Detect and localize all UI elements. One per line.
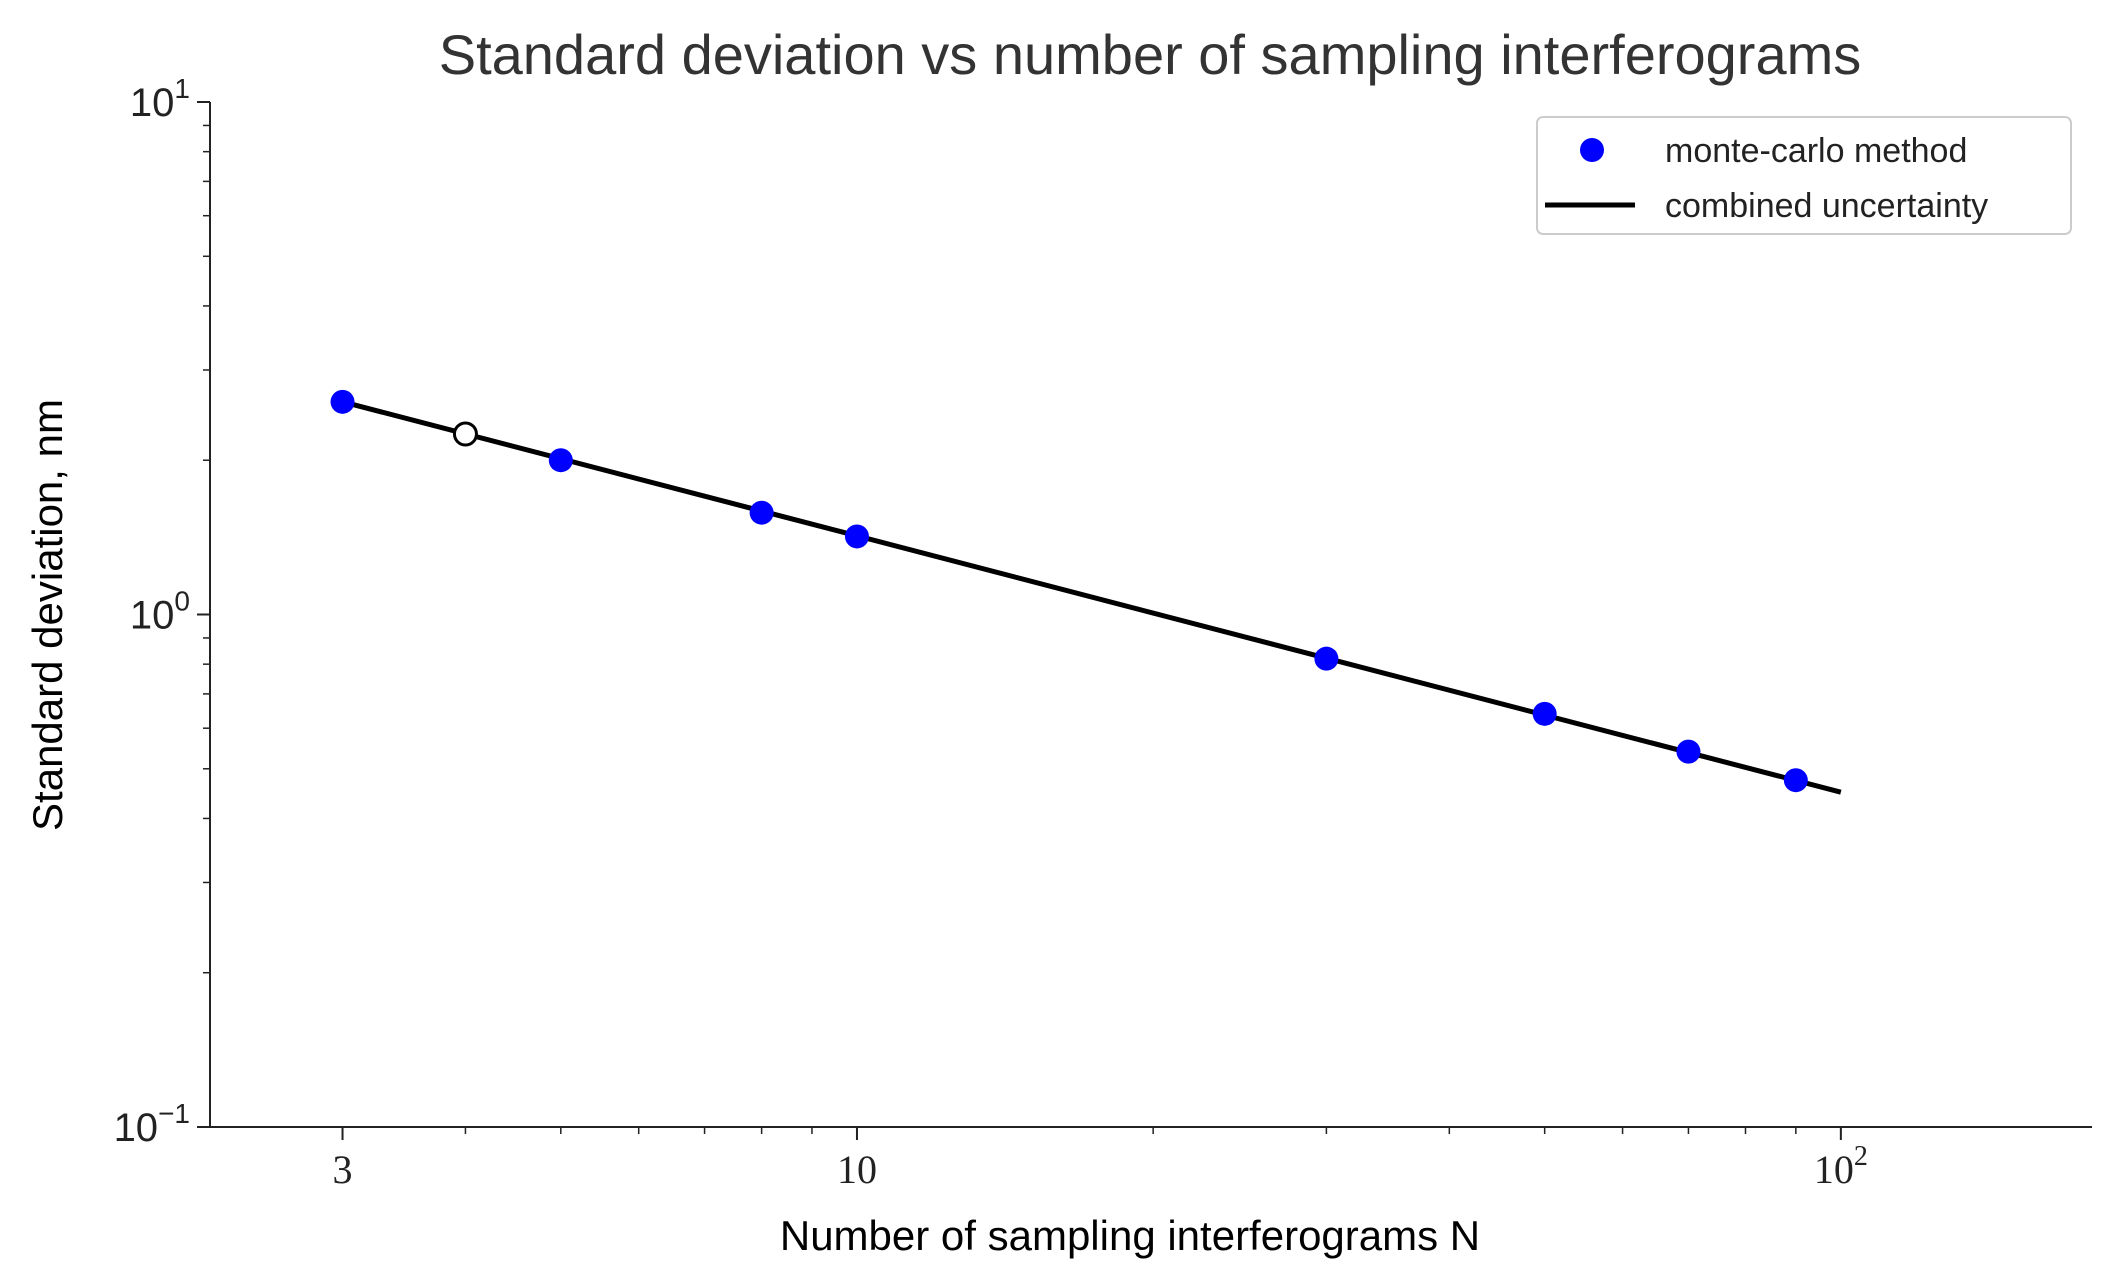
monte-carlo-point xyxy=(548,448,573,473)
combined-uncertainty-line xyxy=(341,399,1842,795)
legend-label-combined: combined uncertainty xyxy=(1665,187,1988,225)
monte-carlo-point xyxy=(330,389,355,414)
legend: monte-carlo method combined uncertainty xyxy=(1536,116,2072,235)
y-axis-label: Standard deviation, nm xyxy=(24,399,71,831)
legend-box xyxy=(1536,116,2072,235)
y-tick-label: 101 xyxy=(130,73,190,125)
y-tick-label: 10−1 xyxy=(114,1098,190,1150)
monte-carlo-point xyxy=(844,524,869,549)
monte-carlo-point xyxy=(1676,739,1701,764)
x-tick-label: 10 xyxy=(837,1147,877,1192)
monte-carlo-point xyxy=(1532,701,1557,726)
ticks: 10−1 100 101 3 10 102 xyxy=(114,73,1868,1192)
x-tick-label: 3 xyxy=(333,1147,353,1192)
chart-title: Standard deviation vs number of sampling… xyxy=(439,23,1862,86)
x-axis-label: Number of sampling interferograms N xyxy=(780,1212,1480,1259)
monte-carlo-point xyxy=(1783,768,1808,793)
marks xyxy=(330,389,1842,795)
legend-label-monte-carlo: monte-carlo method xyxy=(1665,132,1967,170)
monte-carlo-point xyxy=(749,500,774,525)
monte-carlo-point xyxy=(1314,646,1339,671)
x-tick-label: 102 xyxy=(1814,1141,1868,1192)
highlighted-point xyxy=(452,421,478,447)
legend-marker-monte-carlo xyxy=(1580,138,1604,162)
y-tick-label: 100 xyxy=(130,586,190,638)
